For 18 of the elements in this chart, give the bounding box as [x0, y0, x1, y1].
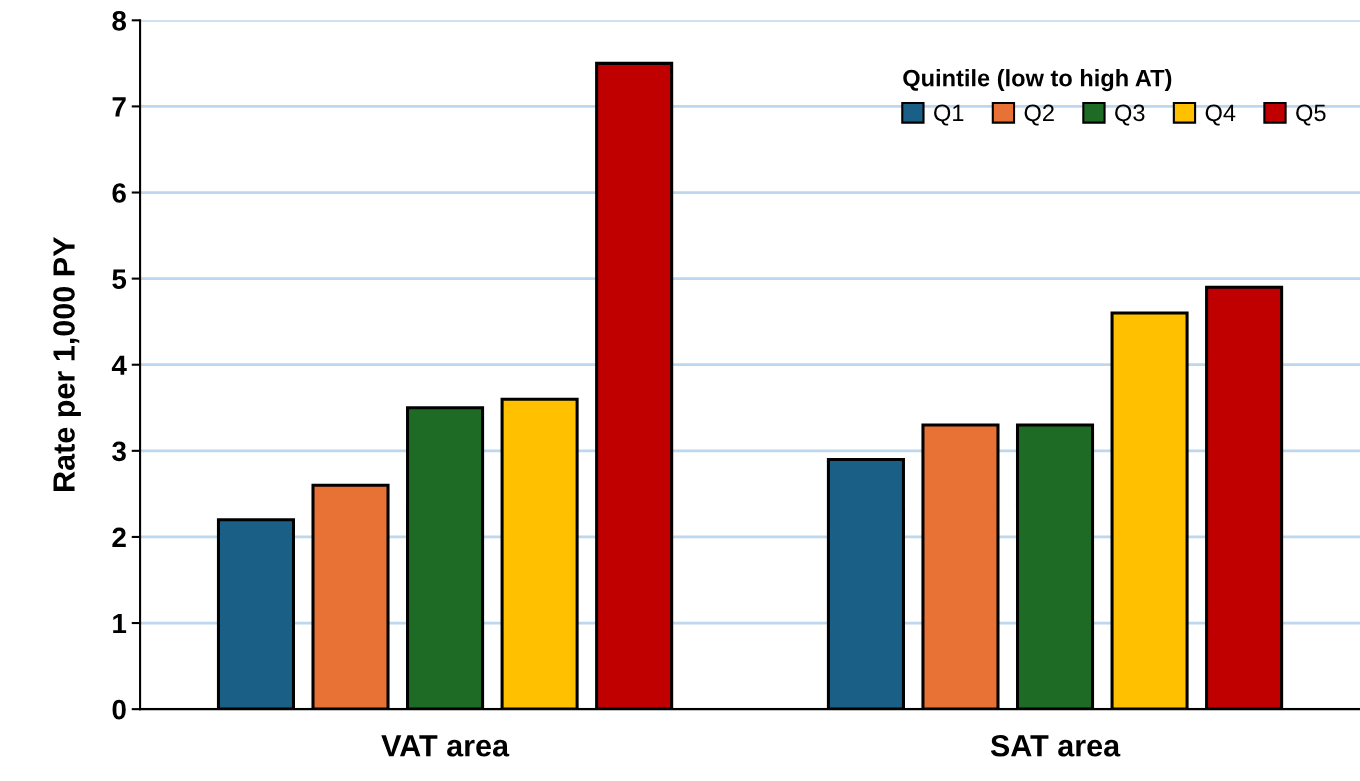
y-tick-label: 3	[112, 441, 126, 462]
y-tick-label: 7	[112, 97, 126, 117]
legend-title: Quintile (low to high AT)	[903, 69, 1172, 92]
legend-label: Q4	[1205, 104, 1236, 126]
y-tick-label: 4	[111, 355, 127, 375]
y-tick-label: 5	[112, 269, 127, 289]
legend-label: Q3	[1115, 104, 1145, 126]
legend-label: Q1	[934, 104, 964, 126]
x-tick-label: VAT area	[381, 735, 510, 757]
y-tick-label: 2	[112, 527, 126, 547]
y-tick-label: 1	[113, 614, 127, 634]
y-axis-title: Rate per 1,000 PY	[53, 236, 81, 491]
legend-label: Q2	[1024, 104, 1054, 126]
y-tick-label: 8	[112, 10, 127, 31]
x-tick-label: SAT area	[990, 734, 1121, 757]
legend-label: Q5	[1296, 104, 1326, 126]
y-tick-label: 6	[112, 183, 126, 203]
y-tick-label: 0	[112, 699, 126, 720]
